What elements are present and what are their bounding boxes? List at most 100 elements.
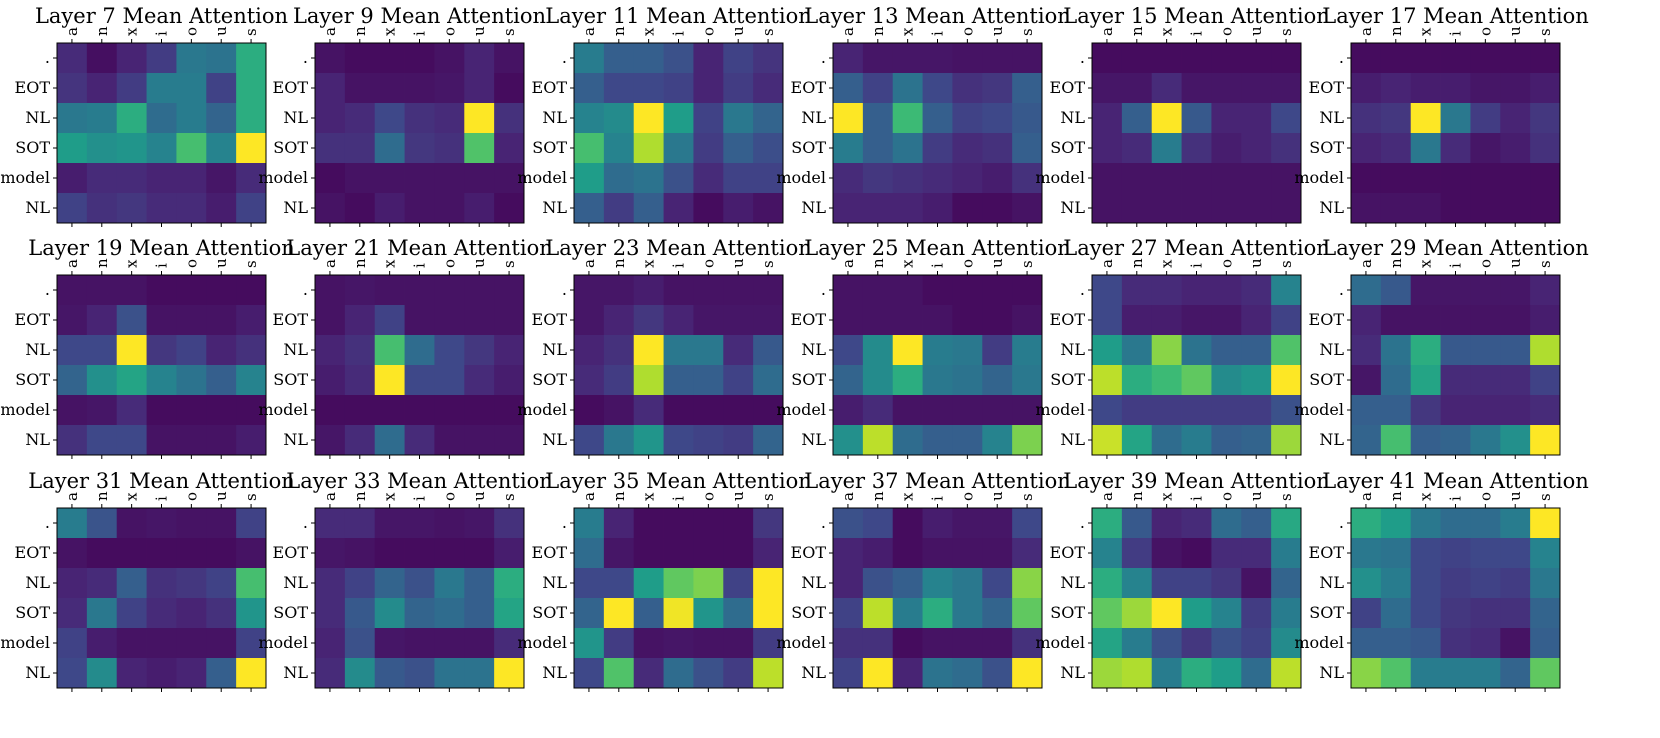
x-tick-label: i [1447,263,1465,268]
heatmap-cell [374,73,405,104]
heatmap-cell [434,275,465,306]
heatmap-cell [1092,103,1123,134]
heatmap-cell [633,193,664,224]
heatmap-cell [236,275,267,306]
heatmap-cell [344,365,376,396]
x-tick-label: u [988,26,1006,36]
heatmap-cell [1271,538,1302,569]
heatmap-cell [574,395,605,426]
heatmap-cell [236,538,267,569]
y-tick-label: NL [542,198,567,217]
heatmap-cell [315,568,346,599]
heatmap-cell [1380,598,1412,629]
heatmap-cell [1530,73,1561,104]
heatmap-cell [922,598,953,629]
heatmap-cell [236,658,267,689]
heatmap-cell [922,568,953,599]
x-tick-label: n [1387,491,1405,501]
heatmap-cell [206,335,237,366]
heatmap-cell [723,335,754,366]
heatmap-cell [723,598,754,629]
heatmap-cell [982,598,1013,629]
heatmap-cell [574,43,605,74]
y-tick-label: NL [1319,573,1344,592]
y-tick-label: . [45,48,50,67]
heatmap-cell [344,275,376,306]
heatmap-cell [494,73,525,104]
heatmap-cell [892,568,923,599]
heatmap-cell [494,335,525,366]
y-tick-label: SOT [1309,603,1344,622]
heatmap-cell [1470,335,1501,366]
x-tick-label: x [640,259,658,268]
heatmap-cell [464,133,495,164]
heatmap-cell [1181,133,1212,164]
heatmap-cell [1181,193,1212,224]
heatmap-cell [236,425,267,456]
heatmap-cell [1092,335,1123,366]
heatmap-cell [1410,568,1441,599]
heatmap-cell [663,658,694,689]
x-tick-label: s [1018,493,1036,501]
heatmap-cell [1500,305,1531,336]
heatmap-cell [603,73,635,104]
heatmap-cell [374,568,405,599]
heatmap-cell [1470,275,1501,306]
heatmap-cell [116,365,147,396]
heatmap-cell [206,193,237,224]
y-tick-label: . [303,48,308,67]
heatmap-cell [1151,628,1182,659]
heatmap-cell [1500,43,1531,74]
heatmap-cell [633,365,664,396]
heatmap-cell [176,598,207,629]
heatmap-cell [1351,163,1382,194]
x-tick-label: n [610,491,628,501]
heatmap-cell [922,395,953,426]
heatmap-cell [833,568,864,599]
y-tick-label: SOT [273,370,308,389]
heatmap-cell [1211,193,1242,224]
x-tick-label: o [958,259,976,268]
heatmap-cell [1151,598,1182,629]
heatmap-cell [1530,538,1561,569]
panel-title: Layer 23 Mean Attention [545,236,811,260]
heatmap-cell [344,193,376,224]
heatmap-cell [633,598,664,629]
heatmap-cell [146,365,177,396]
heatmap-cell [404,275,435,306]
heatmap-cell [176,73,207,104]
heatmap-cell [952,568,983,599]
heatmap-cell [922,133,953,164]
heatmap-cell [1241,365,1272,396]
heatmap-cell [116,43,147,74]
heatmap-cell [1092,538,1123,569]
heatmap-cell [1211,508,1242,539]
heatmap-cell [86,628,118,659]
heatmap-cell [922,103,953,134]
heatmap-cell [374,395,405,426]
x-tick-label: s [759,493,777,501]
heatmap-cell [574,628,605,659]
heatmap-cell [603,133,635,164]
heatmap-cell [1211,598,1242,629]
heatmap-cell [603,193,635,224]
x-tick-label: x [1417,259,1435,268]
heatmap-cell [833,658,864,689]
heatmap-cell [753,193,784,224]
heatmap-cell [57,425,88,456]
heatmap-cell [723,658,754,689]
heatmap-cell [464,43,495,74]
heatmap-cell [116,538,147,569]
heatmap-cell [574,335,605,366]
heatmap-cell [315,508,346,539]
heatmap-cell [1012,658,1043,689]
heatmap-cell [344,425,376,456]
heatmap-cell [753,73,784,104]
heatmap-cell [1470,395,1501,426]
y-tick-label: NL [542,340,567,359]
heatmap-cell [1181,73,1212,104]
heatmap-cell [952,73,983,104]
heatmap-cell [1012,508,1043,539]
heatmap-cell [663,508,694,539]
x-tick-label: o [699,492,717,501]
